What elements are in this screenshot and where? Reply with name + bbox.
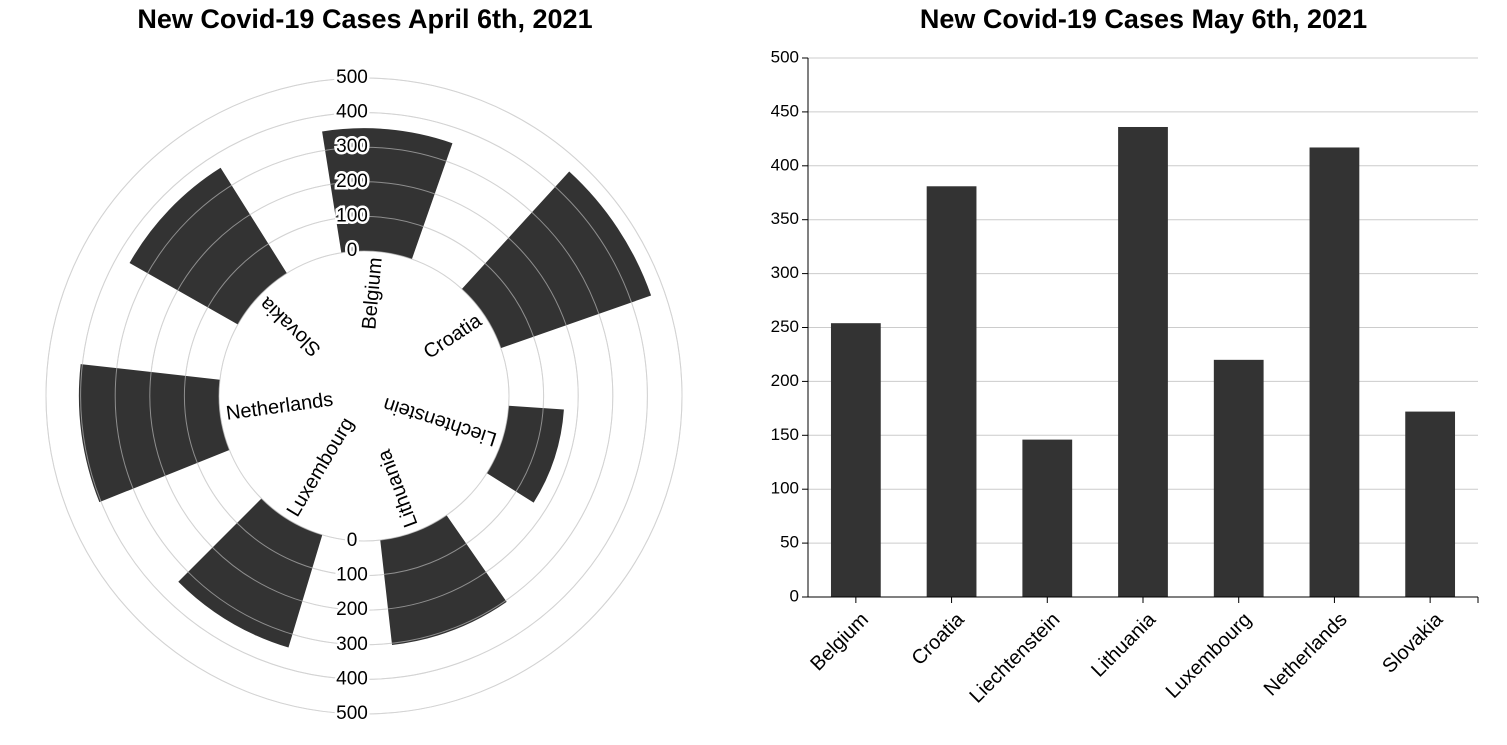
bar-chart-title: New Covid-19 Cases May 6th, 2021 — [919, 4, 1368, 34]
radial-category-label: Netherlands — [225, 389, 335, 425]
radial-category-label: Croatia — [420, 309, 487, 363]
radial-category-label: Lithuania — [373, 446, 422, 531]
radial-tick-labels: 0 0 100 100 200 200 300 300 400 400 500 500 — [334, 65, 371, 727]
radial-gridline-overlay — [218, 250, 510, 542]
x-tick-label: Lithuania — [1087, 608, 1161, 682]
y-tick-label: 300 — [771, 263, 799, 282]
y-tick-label: 100 — [771, 479, 799, 498]
radial-tick-label: 400 — [336, 102, 368, 123]
radial-bar-lithuania — [380, 515, 507, 645]
y-tick-label: 250 — [771, 317, 799, 336]
y-tick-label: 50 — [780, 533, 799, 552]
bar-luxembourg — [1213, 359, 1264, 597]
radial-bar-netherlands — [78, 364, 230, 503]
radial-tick-label: 400 — [336, 668, 368, 689]
radial-tick-label: 300 — [336, 136, 368, 157]
x-tick-label: Slovakia — [1378, 608, 1448, 678]
radial-gridline-overlay — [149, 181, 579, 611]
radial-grid-overlay — [45, 77, 683, 715]
radial-category-label: Luxembourg — [283, 414, 359, 521]
bar-netherlands — [1309, 147, 1360, 597]
radial-bars — [78, 128, 652, 648]
bar-bars — [830, 126, 1456, 598]
radial-gridline-overlay — [45, 77, 683, 715]
x-tick-label: Netherlands — [1260, 609, 1352, 701]
bar-lithuania — [1118, 126, 1168, 597]
y-tick-label: 0 — [790, 586, 799, 605]
y-tick-label: 350 — [771, 209, 799, 228]
y-tick-label: 400 — [771, 155, 799, 174]
radial-category-label: Liechtenstein — [380, 393, 499, 450]
x-tick-label: Belgium — [806, 609, 873, 676]
bar-slovakia — [1405, 411, 1456, 597]
radial-category-label: Belgium — [358, 257, 386, 331]
radial-bar-belgium — [322, 128, 453, 260]
bar-liechtenstein — [1022, 439, 1073, 597]
radial-tick-label: 0 — [347, 530, 358, 551]
radial-tick-label: 100 — [336, 565, 368, 586]
radial-bar-luxembourg — [178, 498, 323, 648]
x-tick-label: Croatia — [908, 608, 970, 670]
radial-chart-panel: New Covid-19 Cases April 6th, 2021 Belgi… — [0, 0, 740, 740]
bar-belgium — [830, 323, 881, 597]
radial-gridline-overlay — [114, 146, 614, 646]
radial-tick-label: 300 — [336, 634, 368, 655]
radial-tick-label: 100 — [336, 205, 368, 226]
bar-chart-panel: New Covid-19 Cases May 6th, 2021 0 50 100 1… — [740, 0, 1507, 740]
radial-tick-label: 200 — [336, 599, 368, 620]
x-tick-label: Luxembourg — [1162, 609, 1256, 703]
radial-category-label: Slovakia — [255, 292, 325, 361]
radial-tick-label: 0 — [347, 240, 358, 261]
x-tick-label: Liechtenstein — [966, 609, 1065, 708]
radial-bar-slovakia — [129, 167, 287, 325]
y-tick-label: 500 — [771, 47, 799, 66]
radial-bar-liechtenstein — [486, 405, 564, 503]
radial-tick-label: 500 — [336, 703, 368, 724]
radial-tick-label: 500 — [336, 67, 368, 88]
radial-tick-label: 200 — [336, 171, 368, 192]
bar-chart-svg: 0 50 100 150 200 250 300 350 400 450 500 Belgium Cro… — [771, 47, 1479, 708]
y-tick-label: 150 — [771, 425, 799, 444]
y-tick-label: 450 — [771, 101, 799, 120]
radial-gridline-overlay — [80, 112, 648, 680]
radial-bar-croatia — [461, 171, 652, 349]
y-tick-label: 200 — [771, 371, 799, 390]
radial-chart-title: New Covid-19 Cases April 6th, 2021 — [137, 4, 593, 34]
radial-gridline-overlay — [183, 215, 545, 577]
bar-croatia — [926, 186, 977, 598]
